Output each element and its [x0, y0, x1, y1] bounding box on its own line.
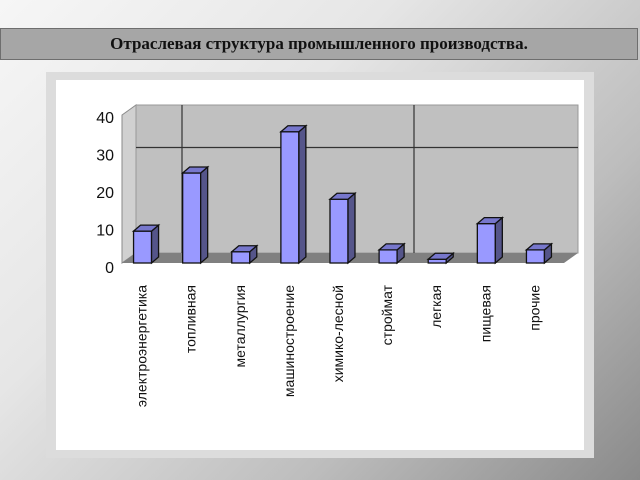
bar — [230, 244, 259, 265]
y-tick-label: 30 — [96, 148, 114, 165]
category-label: химико-лесной — [330, 285, 346, 382]
bar — [524, 242, 554, 265]
bar — [377, 242, 406, 265]
back-wall — [135, 104, 579, 254]
slide-title: Отраслевая структура промышленного произ… — [110, 34, 528, 53]
y-tick-label: 0 — [105, 260, 114, 277]
bar — [328, 191, 357, 265]
category-label: пищевая — [477, 285, 493, 342]
slide-title-bar: Отраслевая структура промышленного произ… — [0, 28, 638, 60]
category-label: прочие — [526, 285, 542, 331]
category-label: электроэнергетика — [134, 285, 150, 407]
y-tick-label: 40 — [96, 110, 114, 127]
bar — [426, 251, 455, 265]
bar — [279, 124, 308, 265]
category-label: легкая — [428, 285, 444, 328]
bar — [131, 223, 161, 265]
bar — [475, 216, 505, 265]
y-tick-label: 10 — [96, 223, 114, 240]
category-label: топливная — [183, 285, 199, 353]
category-label: машиностроение — [281, 285, 297, 397]
category-label: металлургия — [232, 285, 248, 367]
y-tick-label: 20 — [96, 185, 114, 202]
bar — [180, 165, 210, 265]
category-label: строймат — [379, 284, 395, 345]
